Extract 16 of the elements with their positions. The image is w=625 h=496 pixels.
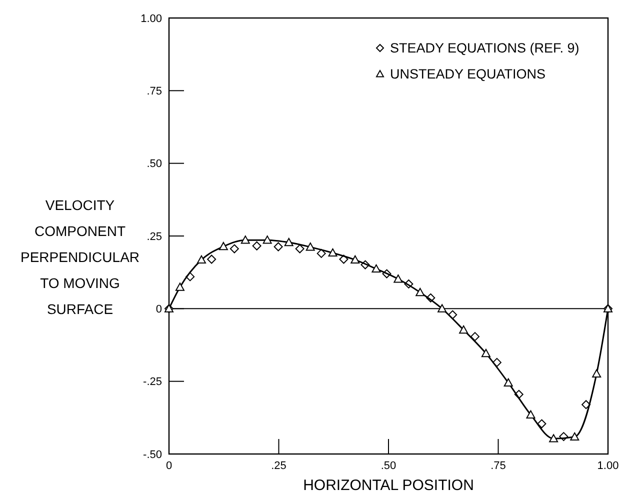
y-axis-title: VELOCITY COMPONENT PERPENDICULAR TO MOVING SURFACE: [20, 197, 140, 317]
x-tick-label: 0: [166, 460, 172, 472]
legend-label: UNSTEADY EQUATIONS: [390, 66, 546, 82]
x-tick-label: .50: [380, 460, 396, 472]
y-tick-label: -.50: [143, 448, 162, 461]
y-tick-label: 1.00: [140, 12, 162, 25]
y-tick-label: .75: [146, 86, 162, 98]
x-tick-label: .25: [271, 460, 286, 472]
x-axis-title: HORIZONTAL POSITION: [303, 477, 474, 494]
y-tick-label: -.25: [143, 376, 162, 388]
x-tick-label: 1.00: [597, 460, 619, 472]
legend-label: STEADY EQUATIONS (REF. 9): [390, 40, 580, 56]
x-tick-label: .75: [490, 460, 506, 472]
y-tick-label: .25: [146, 230, 162, 243]
y-tick-label: 0: [156, 304, 162, 316]
y-tick-label: .50: [146, 158, 162, 170]
